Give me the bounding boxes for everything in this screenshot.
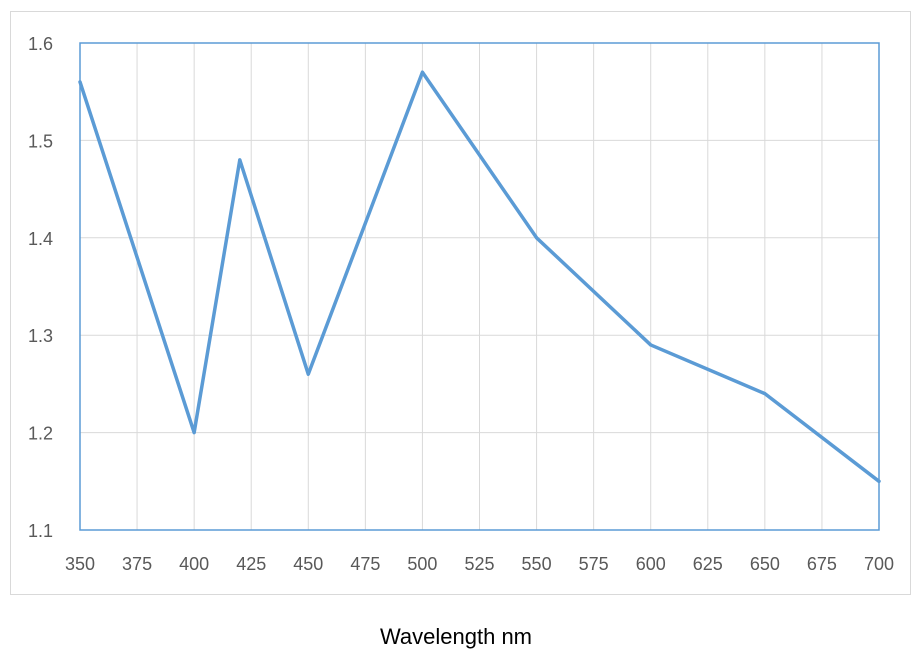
x-tick-label: 550 — [522, 554, 552, 574]
x-tick-label: 425 — [236, 554, 266, 574]
x-axis-title: Wavelength nm — [380, 624, 532, 649]
data-point — [420, 70, 424, 74]
y-tick-label: 1.4 — [28, 229, 53, 249]
y-tick-label: 1.6 — [28, 34, 53, 54]
x-tick-label: 700 — [864, 554, 894, 574]
y-tick-label: 1.2 — [28, 424, 53, 444]
data-point — [238, 158, 242, 162]
y-axis-ticks: 1.1 1.2 1.3 1.4 1.5 1.6 — [28, 34, 53, 541]
plot-border — [79, 42, 880, 531]
x-tick-label: 450 — [293, 554, 323, 574]
grid-layer — [80, 43, 879, 530]
x-tick-label: 625 — [693, 554, 723, 574]
y-tick-label: 1.1 — [28, 521, 53, 541]
x-tick-label: 600 — [636, 554, 666, 574]
x-tick-label: 350 — [65, 554, 95, 574]
x-tick-label: 475 — [350, 554, 380, 574]
chart-frame — [10, 11, 911, 595]
x-tick-label: 525 — [464, 554, 494, 574]
data-point — [877, 479, 881, 483]
x-tick-label: 650 — [750, 554, 780, 574]
data-point — [649, 343, 653, 347]
data-point — [192, 431, 196, 435]
x-tick-label: 500 — [407, 554, 437, 574]
x-tick-label: 675 — [807, 554, 837, 574]
x-tick-label: 375 — [122, 554, 152, 574]
data-point — [306, 372, 310, 376]
x-tick-label: 575 — [579, 554, 609, 574]
y-tick-label: 1.3 — [28, 326, 53, 346]
series-layer — [78, 70, 881, 484]
data-point — [535, 236, 539, 240]
y-tick-label: 1.5 — [28, 131, 53, 151]
data-point — [763, 392, 767, 396]
data-point — [78, 80, 82, 84]
x-tick-label: 400 — [179, 554, 209, 574]
x-axis-ticks: 350 375 400 425 450 475 500 525 550 575 600 625 650 6… — [65, 554, 894, 574]
